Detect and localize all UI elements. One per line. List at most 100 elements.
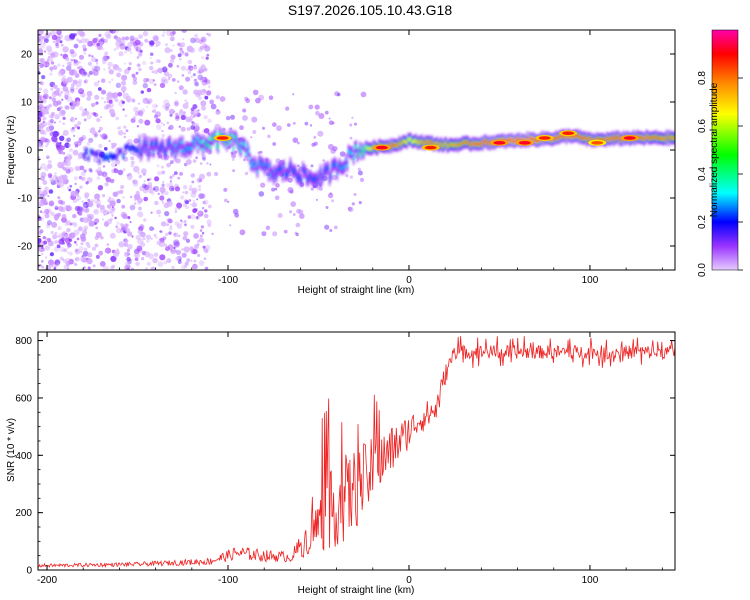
- ridge-cell: [250, 163, 252, 167]
- noise-speckle: [74, 248, 81, 255]
- noise-speckle: [52, 40, 55, 44]
- noise-speckle: [131, 73, 136, 78]
- noise-speckle: [84, 195, 89, 199]
- noise-speckle: [124, 262, 128, 266]
- noise-speckle: [65, 168, 71, 174]
- ridge-cell: [553, 137, 555, 141]
- noise-speckle: [161, 33, 165, 37]
- noise-speckle: [62, 64, 65, 67]
- noise-speckle: [83, 118, 87, 122]
- ridge-cell: [85, 147, 88, 154]
- ridge-cell: [436, 141, 439, 145]
- noise-speckle: [45, 138, 50, 143]
- noise-speckle: [174, 207, 178, 211]
- ridge-cell: [100, 151, 103, 158]
- noise-speckle: [38, 103, 44, 109]
- ridge-cell: [453, 144, 455, 148]
- noise-speckle: [142, 83, 148, 89]
- noise-speckle: [104, 31, 111, 38]
- noise-speckle: [164, 43, 168, 47]
- noise-speckle: [77, 152, 85, 159]
- noise-speckle: [155, 45, 158, 48]
- noise-speckle: [175, 249, 182, 255]
- noise-speckle: [127, 264, 130, 267]
- noise-speckle: [360, 91, 367, 98]
- noise-speckle: [123, 62, 126, 65]
- ridge-cell: [159, 147, 161, 151]
- x-tick-label: 0: [406, 575, 412, 586]
- noise-speckle: [188, 187, 193, 192]
- ridge-cell: [363, 151, 365, 155]
- noise-speckle: [53, 214, 60, 221]
- y-tick-label: 200: [15, 508, 32, 519]
- noise-speckle: [121, 196, 125, 199]
- noise-speckle: [101, 133, 108, 140]
- ridge-cell: [653, 135, 655, 139]
- noise-speckle: [197, 109, 200, 112]
- x-tick-label: -100: [218, 275, 238, 286]
- noise-speckle: [339, 151, 346, 157]
- ridge-cell: [341, 167, 344, 170]
- ridge-cell: [261, 162, 264, 165]
- ridge-cell: [439, 143, 441, 147]
- ridge-cell: [157, 150, 160, 154]
- ridge-cell: [328, 178, 331, 181]
- noise-speckle: [101, 89, 106, 95]
- ridge-cell: [131, 144, 133, 151]
- noise-speckle: [181, 252, 187, 258]
- noise-speckle: [192, 248, 198, 255]
- noise-speckle: [115, 46, 120, 50]
- noise-speckle: [102, 265, 109, 270]
- noise-speckle: [193, 114, 197, 118]
- noise-speckle: [90, 199, 94, 203]
- noise-speckle: [70, 58, 74, 62]
- ridge-cell: [175, 143, 178, 147]
- snr-series-line: [38, 336, 675, 569]
- noise-speckle: [261, 231, 267, 237]
- noise-speckle: [45, 144, 48, 148]
- noise-speckle: [107, 91, 113, 97]
- noise-speckle: [200, 225, 205, 229]
- noise-speckle: [98, 143, 103, 149]
- ridge-cell: [304, 170, 307, 174]
- ridge-cell: [518, 137, 521, 141]
- noise-speckle: [70, 127, 76, 133]
- ridge-cell: [189, 146, 192, 150]
- ridge-cell: [323, 166, 326, 170]
- noise-speckle: [87, 73, 91, 77]
- noise-speckle: [204, 266, 209, 270]
- ridge-cell: [298, 175, 300, 178]
- noise-speckle: [68, 143, 72, 147]
- ridge-cell: [484, 139, 487, 143]
- noise-speckle: [89, 112, 92, 115]
- noise-speckle: [160, 79, 166, 84]
- noise-speckle: [219, 96, 226, 102]
- noise-speckle: [39, 31, 42, 35]
- noise-speckle: [159, 230, 162, 233]
- noise-speckle: [84, 110, 90, 116]
- noise-speckle: [101, 55, 108, 62]
- ridge-cell: [483, 139, 485, 143]
- noise-speckle: [168, 182, 174, 187]
- noise-speckle: [199, 229, 203, 232]
- noise-speckle: [199, 45, 204, 50]
- noise-speckle: [122, 168, 126, 172]
- noise-speckle: [174, 186, 181, 192]
- noise-speckle: [42, 120, 45, 124]
- noise-speckle: [52, 130, 59, 137]
- noise-speckle: [204, 45, 211, 52]
- ridge-cell: [126, 142, 129, 149]
- ridge-cell: [588, 137, 591, 141]
- ridge-cell: [308, 174, 311, 178]
- chart-title: S197.2026.105.10.43.G18: [288, 2, 452, 18]
- ridge-cell: [120, 147, 123, 154]
- ridge-cell: [441, 144, 444, 148]
- noise-speckle: [133, 138, 139, 144]
- noise-speckle: [192, 159, 197, 163]
- noise-speckle: [170, 249, 173, 252]
- noise-speckle: [62, 129, 69, 136]
- noise-speckle: [106, 212, 110, 215]
- noise-speckle: [72, 213, 77, 219]
- noise-speckle: [79, 185, 83, 189]
- ridge-cell: [319, 169, 322, 173]
